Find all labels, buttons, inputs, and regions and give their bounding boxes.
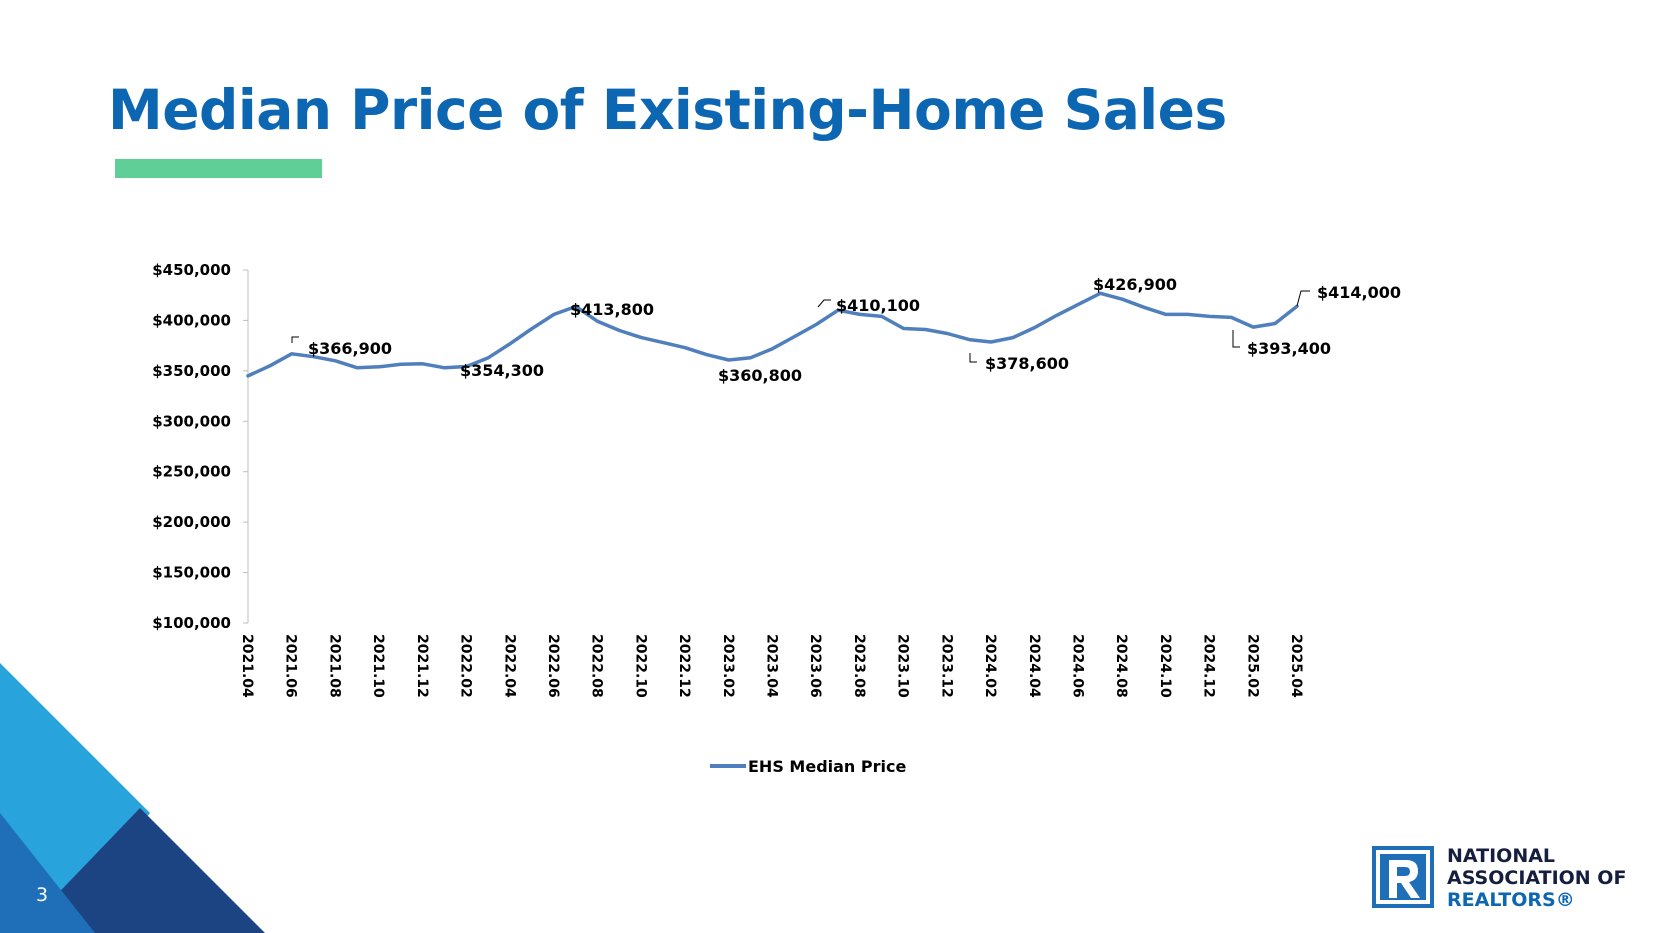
x-tick-label: 2022.02	[458, 634, 474, 698]
series-line-ehs-median-price	[246, 291, 1299, 378]
brand-name: NATIONAL ASSOCIATION OF REALTORS®	[1447, 845, 1626, 911]
x-tick-label: 2021.10	[370, 634, 386, 698]
y-tick-label: $400,000	[152, 311, 231, 329]
data-label: $393,400	[1247, 339, 1331, 358]
x-tick-label: 2024.04	[1026, 634, 1042, 698]
x-tick-label: 2024.10	[1157, 634, 1173, 698]
data-label: $366,900	[308, 339, 392, 358]
annotation-leader-line	[1232, 330, 1240, 348]
y-tick-label: $100,000	[152, 614, 231, 632]
x-tick-label: 2022.04	[501, 634, 517, 698]
y-tick-label: $300,000	[152, 412, 231, 430]
x-tick-label: 2022.10	[632, 634, 648, 698]
data-label: $414,000	[1317, 283, 1401, 302]
data-label: $360,800	[718, 366, 802, 385]
data-label: $413,800	[570, 300, 654, 319]
page-number: 3	[36, 884, 49, 906]
x-tick-label: 2022.08	[589, 634, 605, 698]
mid-blue-triangle	[0, 813, 95, 933]
x-tick-label: 2023.04	[764, 634, 780, 698]
data-label: $410,100	[836, 296, 920, 315]
x-tick-label: 2024.02	[982, 634, 998, 698]
x-tick-label: 2023.12	[938, 634, 954, 698]
x-axis: 2021.04 2021.06 2021.08 2021.10 2021.12 2022.…	[239, 634, 1304, 698]
y-tick-label: $350,000	[152, 362, 231, 380]
corner-decoration	[0, 663, 265, 933]
x-tick-label: 2024.06	[1069, 634, 1085, 698]
annotation-leader-line	[817, 299, 831, 308]
brand-line-1: NATIONAL	[1447, 845, 1556, 867]
data-label: $378,600	[985, 354, 1069, 373]
y-tick-label: $250,000	[152, 463, 231, 481]
realtor-logo-icon	[1372, 846, 1434, 908]
x-tick-label: 2024.12	[1201, 634, 1217, 698]
x-tick-label: 2021.06	[283, 634, 299, 698]
annotation-leader-line	[1296, 290, 1310, 307]
y-tick-label: $450,000	[152, 261, 231, 279]
x-tick-label: 2021.04	[239, 634, 255, 698]
data-label: $354,300	[460, 361, 544, 380]
slide-title: Median Price of Existing-Home Sales	[108, 78, 1227, 142]
y-tick-label: $150,000	[152, 564, 231, 582]
x-tick-label: 2025.04	[1288, 634, 1304, 698]
x-tick-label: 2025.02	[1244, 634, 1260, 698]
title-accent-bar	[115, 159, 322, 178]
x-tick-label: 2022.06	[545, 634, 561, 698]
x-tick-label: 2021.12	[414, 634, 430, 698]
y-axis: $100,000 $150,000 $200,000 $250,000 $300,000…	[152, 261, 249, 632]
navy-triangle	[20, 808, 265, 933]
x-tick-label: 2022.12	[676, 634, 692, 698]
x-tick-label: 2023.08	[851, 634, 867, 698]
data-label: $426,900	[1093, 275, 1177, 294]
y-tick-label: $200,000	[152, 513, 231, 531]
x-tick-label: 2021.08	[326, 634, 342, 698]
x-tick-label: 2023.10	[895, 634, 911, 698]
brand-line-3: REALTORS®	[1447, 889, 1575, 911]
x-tick-label: 2024.08	[1113, 634, 1129, 698]
annotation-leader-line	[291, 336, 299, 343]
x-tick-label: 2023.02	[720, 634, 736, 698]
annotation-layer: $366,900 $354,300 $413,800 $360,800 $410,100…	[291, 275, 1401, 385]
series-layer	[246, 291, 1299, 378]
x-tick-label: 2023.06	[807, 634, 823, 698]
legend: EHS Median Price	[710, 757, 906, 776]
annotation-leader-line	[969, 353, 977, 363]
legend-label: EHS Median Price	[748, 757, 906, 776]
brand-line-2: ASSOCIATION OF	[1447, 867, 1627, 889]
